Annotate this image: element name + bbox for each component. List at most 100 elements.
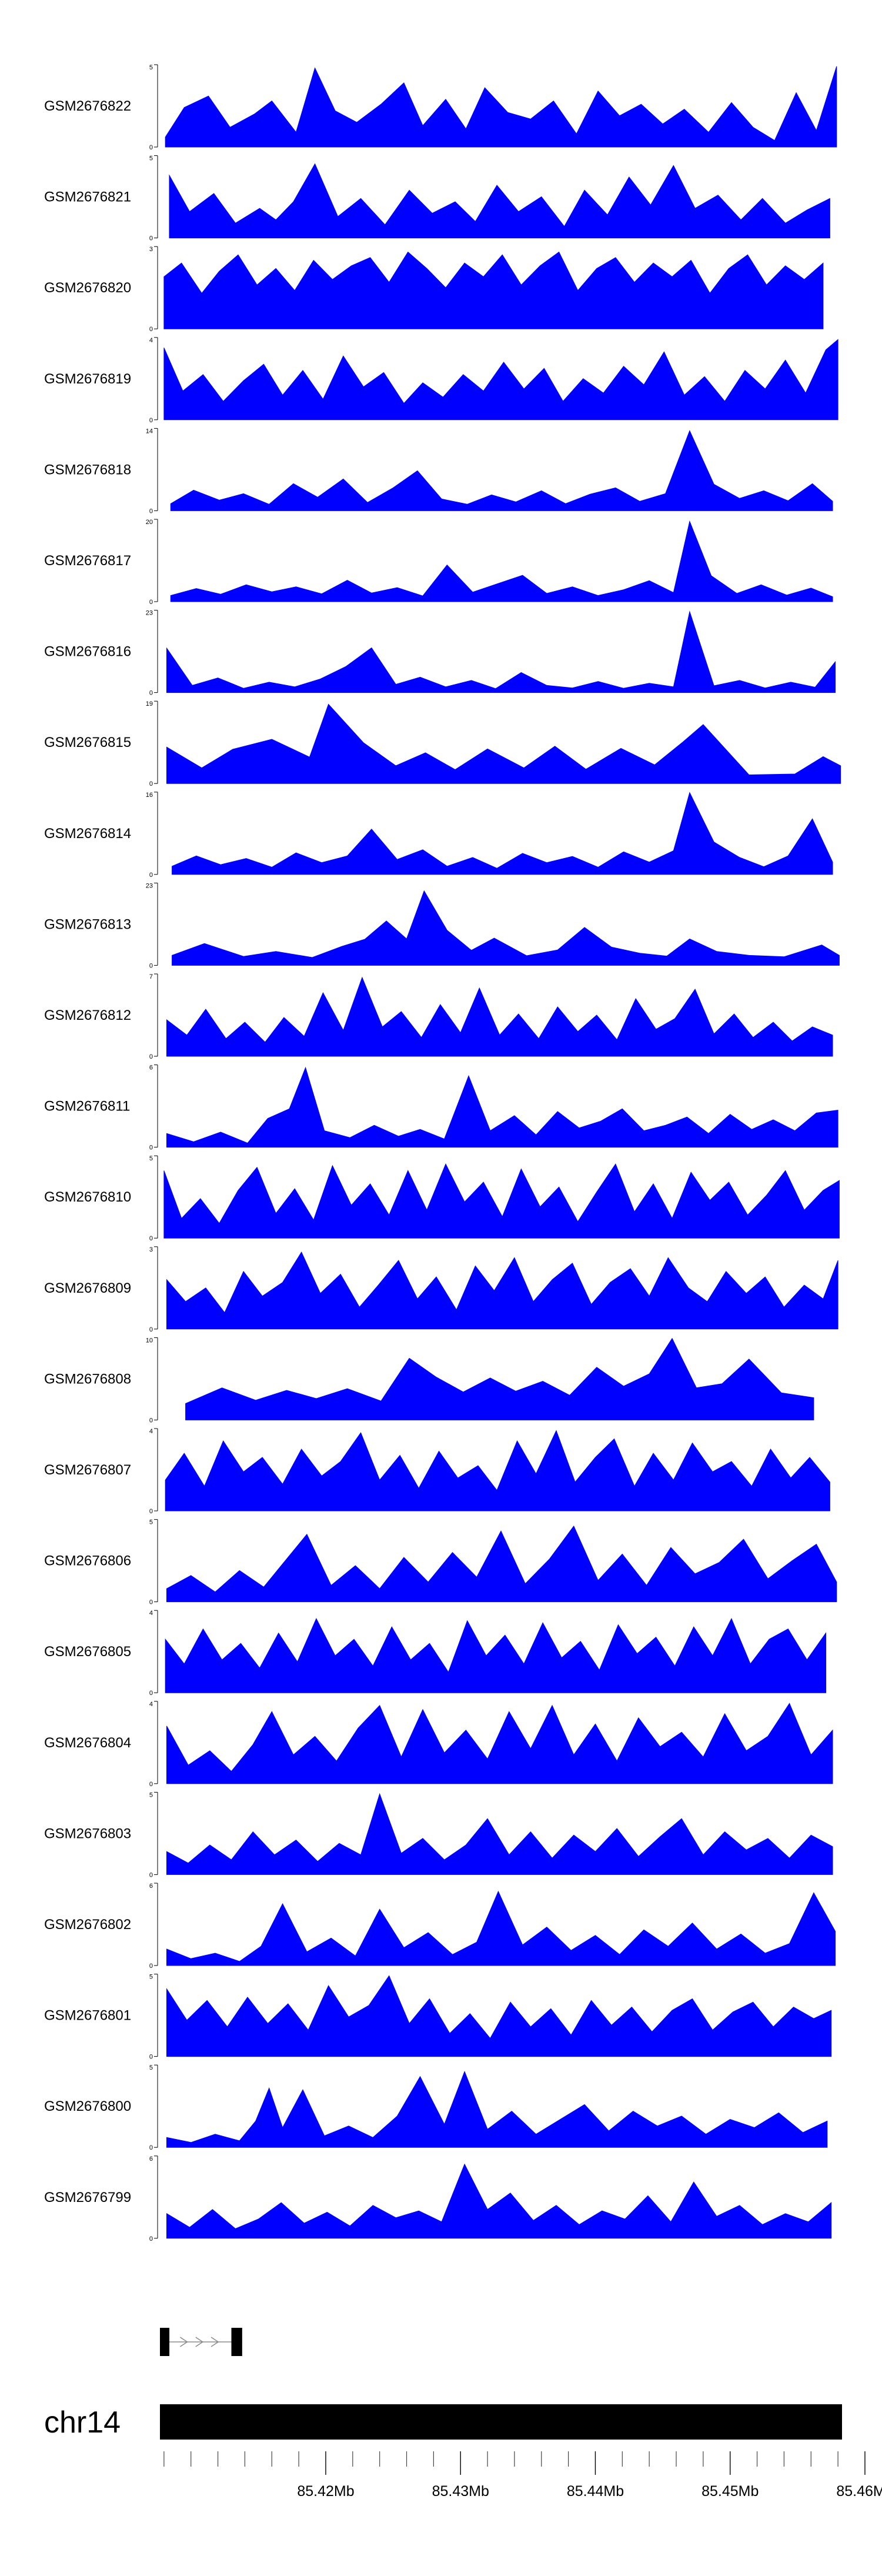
coverage-area (163, 1163, 840, 1239)
track-label: GSM2676808 (44, 1371, 131, 1387)
track-ymax-label: 20 (146, 519, 153, 526)
genomic-axis: 85.42Mb 85.43Mb 85.44Mb 85.45Mb 85.46Mb (163, 2451, 882, 2500)
coverage-area (166, 1525, 837, 1603)
track-label: GSM2676809 (44, 1280, 131, 1296)
track-ymax-label: 19 (146, 700, 153, 708)
coverage-area (172, 792, 833, 875)
coverage-area (166, 1252, 838, 1330)
track-label: GSM2676816 (44, 644, 131, 660)
strand-arrow-icon (211, 2337, 219, 2347)
track-label: GSM2676812 (44, 1007, 131, 1023)
track-label: GSM2676804 (44, 1735, 131, 1751)
track-ymin-label: 0 (149, 1417, 153, 1424)
coverage-area (166, 1793, 833, 1875)
track-ymax-label: 4 (149, 1701, 153, 1708)
track-ymax-label: 5 (149, 2064, 153, 2071)
track-ymax-label: 3 (149, 1246, 153, 1253)
coverage-area (172, 890, 840, 966)
track-GSM2676815: GSM2676815 19 0 (44, 700, 841, 788)
track-ymin-label: 0 (149, 2235, 153, 2243)
track-ymax-label: 5 (149, 1974, 153, 1981)
axis-tick-label: 85.44Mb (567, 2483, 624, 2500)
coverage-area (163, 251, 824, 329)
track-GSM2676810: GSM2676810 5 0 (44, 1155, 840, 1242)
chromosome-label: chr14 (44, 2405, 121, 2440)
coverage-area (166, 703, 841, 784)
chromosome-band (160, 2404, 842, 2440)
track-ymin-label: 0 (149, 144, 153, 151)
track-ymin-label: 0 (149, 1326, 153, 1333)
track-ymax-label: 4 (149, 1610, 153, 1617)
track-label: GSM2676821 (44, 189, 131, 205)
strand-arrow-icon (179, 2337, 188, 2347)
strand-arrow-icon (195, 2337, 204, 2347)
coverage-area (166, 610, 836, 693)
coverage-area (165, 1430, 830, 1511)
track-GSM2676806: GSM2676806 5 0 (44, 1519, 837, 1606)
track-ymin-label: 0 (149, 1781, 153, 1788)
track-label: GSM2676800 (44, 2098, 131, 2114)
coverage-area (166, 1703, 833, 1784)
track-ymax-label: 5 (149, 1155, 153, 1162)
track-GSM2676808: GSM2676808 10 0 (44, 1337, 814, 1424)
track-ymin-label: 0 (149, 690, 153, 697)
track-ymax-label: 4 (149, 1428, 153, 1435)
track-label: GSM2676818 (44, 462, 131, 478)
track-ymin-label: 0 (149, 1963, 153, 1970)
track-ymin-label: 0 (149, 1144, 153, 1152)
track-GSM2676814: GSM2676814 16 0 (44, 792, 833, 879)
track-label: GSM2676805 (44, 1644, 131, 1660)
track-ymin-label: 0 (149, 780, 153, 788)
track-ymax-label: 6 (149, 1883, 153, 1890)
track-label: GSM2676813 (44, 916, 131, 932)
track-GSM2676805: GSM2676805 4 0 (44, 1610, 826, 1697)
track-ymin-label: 0 (149, 508, 153, 515)
axis-tick-label: 85.42Mb (297, 2483, 354, 2500)
exon (160, 2328, 170, 2356)
track-ymin-label: 0 (149, 1235, 153, 1242)
track-ymin-label: 0 (149, 2054, 153, 2061)
track-ymax-label: 16 (146, 792, 153, 799)
track-GSM2676799: GSM2676799 6 0 (44, 2155, 832, 2243)
track-ymax-label: 6 (149, 1065, 153, 1072)
track-ymax-label: 4 (149, 337, 153, 344)
track-ymax-label: 7 (149, 973, 153, 980)
track-label: GSM2676807 (44, 1462, 131, 1478)
track-ymin-label: 0 (149, 2144, 153, 2151)
track-label: GSM2676815 (44, 735, 131, 750)
gene-model-track (160, 2328, 242, 2356)
track-GSM2676801: GSM2676801 5 0 (44, 1974, 832, 2061)
coverage-area (166, 1975, 832, 2057)
track-ymin-label: 0 (149, 1599, 153, 1606)
coverage-area (185, 1337, 814, 1420)
axis-tick-label: 85.43Mb (432, 2483, 489, 2500)
coverage-area (165, 1618, 826, 1693)
track-ymax-label: 5 (149, 1519, 153, 1526)
track-ymax-label: 5 (149, 1791, 153, 1798)
track-GSM2676813: GSM2676813 23 0 (44, 882, 840, 969)
track-label: GSM2676814 (44, 826, 131, 842)
track-GSM2676800: GSM2676800 5 0 (44, 2064, 828, 2151)
track-ymin-label: 0 (149, 417, 153, 424)
track-ymin-label: 0 (149, 326, 153, 333)
track-GSM2676819: GSM2676819 4 0 (44, 337, 838, 424)
track-ymin-label: 0 (149, 1871, 153, 1878)
track-GSM2676807: GSM2676807 4 0 (44, 1428, 830, 1515)
track-ymax-label: 5 (149, 64, 153, 71)
chromosome-ideogram: chr14 (44, 2404, 842, 2440)
coverage-area (166, 2163, 832, 2239)
track-ymin-label: 0 (149, 1508, 153, 1515)
track-GSM2676818: GSM2676818 14 0 (44, 428, 833, 515)
track-label: GSM2676806 (44, 1553, 131, 1569)
track-GSM2676802: GSM2676802 6 0 (44, 1883, 836, 1970)
track-label: GSM2676822 (44, 98, 131, 114)
track-GSM2676804: GSM2676804 4 0 (44, 1701, 833, 1788)
track-label: GSM2676817 (44, 553, 131, 569)
track-label: GSM2676820 (44, 280, 131, 296)
track-GSM2676817: GSM2676817 20 0 (44, 519, 833, 606)
track-label: GSM2676799 (44, 2190, 131, 2205)
track-GSM2676812: GSM2676812 7 0 (44, 973, 833, 1060)
track-ymin-label: 0 (149, 235, 153, 242)
track-label: GSM2676801 (44, 2008, 131, 2024)
track-ymin-label: 0 (149, 599, 153, 606)
